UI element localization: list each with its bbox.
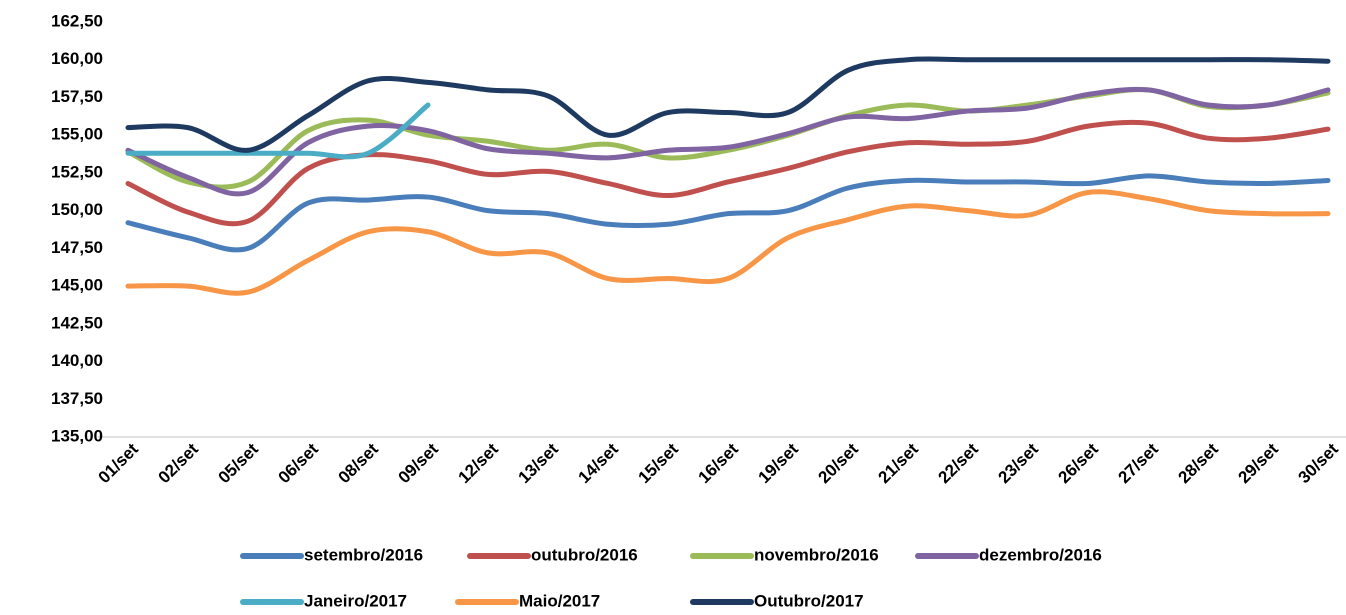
x-tick-label: 15/set [634,439,682,487]
series-line [125,189,1331,296]
y-tick-label: 142,50 [51,313,103,332]
x-tick-label: 05/set [214,439,262,487]
series-line [125,173,1331,253]
y-tick-label: 135,00 [51,426,103,445]
y-tick-label: 157,50 [51,87,103,106]
y-tick-label: 152,50 [51,162,103,181]
y-tick-label: 162,50 [51,11,103,30]
y-tick-label: 155,00 [51,125,103,144]
y-tick-label: 160,00 [51,49,103,68]
x-tick-label: 08/set [334,439,382,487]
x-tick-label: 21/set [874,439,922,487]
x-tick-label: 01/set [94,439,142,487]
series-line [125,87,1331,190]
x-tick-label: 12/set [454,439,502,487]
legend-label: dezembro/2016 [979,545,1102,564]
x-tick-label: 02/set [154,439,202,487]
y-tick-label: 147,50 [51,238,103,257]
legend-label: setembro/2016 [304,545,423,564]
series-line [125,119,1331,227]
legend-label: Janeiro/2017 [304,591,407,610]
x-tick-label: 26/set [1054,439,1102,487]
y-tick-label: 140,00 [51,351,103,370]
x-tick-label: 22/set [934,439,982,487]
x-tick-label: 19/set [754,439,802,487]
legend-label: Outubro/2017 [754,591,864,610]
x-tick-label: 09/set [394,439,442,487]
x-tick-label: 16/set [694,439,742,487]
series-line [125,56,1331,153]
x-tick-label: 06/set [274,439,322,487]
series-line [125,86,1331,197]
x-tick-label: 14/set [574,439,622,487]
x-tick-label: 28/set [1174,439,1222,487]
legend-label: Maio/2017 [519,591,600,610]
x-tick-label: 20/set [814,439,862,487]
x-tick-label: 27/set [1114,439,1162,487]
y-tick-label: 137,50 [51,389,103,408]
legend-label: outubro/2016 [531,545,638,564]
y-tick-label: 145,00 [51,276,103,295]
series-line [125,102,431,160]
legend-label: novembro/2016 [754,545,879,564]
x-tick-label: 30/set [1294,439,1342,487]
x-tick-label: 29/set [1234,439,1282,487]
x-tick-label: 13/set [514,439,562,487]
x-tick-label: 23/set [994,439,1042,487]
y-tick-label: 150,00 [51,200,103,219]
